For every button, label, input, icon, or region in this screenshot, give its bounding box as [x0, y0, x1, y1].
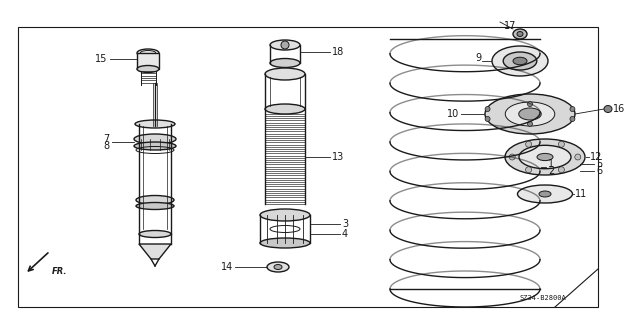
Ellipse shape [513, 29, 527, 39]
Polygon shape [139, 244, 171, 259]
Circle shape [525, 167, 532, 173]
Text: 14: 14 [221, 262, 233, 272]
Bar [18, 27, 598, 307]
Text: 12: 12 [590, 152, 602, 162]
Circle shape [485, 107, 490, 112]
Circle shape [509, 154, 515, 160]
Text: 8: 8 [103, 141, 109, 151]
Ellipse shape [137, 65, 159, 72]
Circle shape [575, 154, 581, 160]
Circle shape [570, 116, 575, 122]
Ellipse shape [505, 139, 585, 175]
Circle shape [558, 167, 564, 173]
Ellipse shape [513, 57, 527, 65]
Ellipse shape [136, 196, 174, 204]
Ellipse shape [260, 238, 310, 248]
Ellipse shape [539, 191, 551, 197]
Circle shape [281, 41, 289, 49]
Ellipse shape [537, 153, 553, 160]
Ellipse shape [265, 68, 305, 80]
Text: 11: 11 [575, 189, 588, 199]
Ellipse shape [519, 108, 541, 120]
Ellipse shape [485, 94, 575, 134]
Text: 17: 17 [504, 21, 516, 31]
Ellipse shape [505, 102, 555, 126]
Text: 4: 4 [342, 229, 348, 239]
Ellipse shape [267, 262, 289, 272]
Ellipse shape [274, 264, 282, 270]
Text: 9: 9 [476, 53, 482, 63]
Ellipse shape [518, 185, 573, 203]
Text: 7: 7 [103, 134, 109, 144]
Ellipse shape [139, 231, 171, 238]
Ellipse shape [270, 40, 300, 50]
Text: FR.: FR. [52, 268, 67, 277]
Text: 2: 2 [548, 166, 554, 176]
Circle shape [570, 107, 575, 112]
Text: 13: 13 [332, 152, 344, 162]
Ellipse shape [265, 104, 305, 114]
Text: 15: 15 [95, 54, 107, 64]
Text: SZ34-B2800A: SZ34-B2800A [520, 295, 567, 301]
Ellipse shape [260, 209, 310, 221]
Circle shape [558, 141, 564, 147]
Ellipse shape [519, 145, 571, 169]
Ellipse shape [134, 134, 176, 144]
Bar [137, 53, 159, 69]
Text: 18: 18 [332, 47, 344, 57]
Ellipse shape [503, 52, 537, 70]
Text: 10: 10 [447, 109, 459, 119]
Circle shape [525, 141, 532, 147]
Circle shape [485, 116, 490, 122]
Ellipse shape [137, 49, 159, 57]
Text: 6: 6 [596, 166, 602, 176]
Ellipse shape [135, 120, 175, 128]
Ellipse shape [134, 142, 176, 150]
Circle shape [527, 122, 532, 126]
Circle shape [527, 101, 532, 107]
Text: 16: 16 [613, 104, 625, 114]
Ellipse shape [604, 106, 612, 113]
Ellipse shape [136, 203, 174, 210]
Text: 5: 5 [596, 159, 602, 169]
Text: 3: 3 [342, 219, 348, 229]
Ellipse shape [492, 46, 548, 76]
Text: 1: 1 [548, 159, 554, 169]
Ellipse shape [270, 58, 300, 68]
Ellipse shape [517, 32, 523, 36]
